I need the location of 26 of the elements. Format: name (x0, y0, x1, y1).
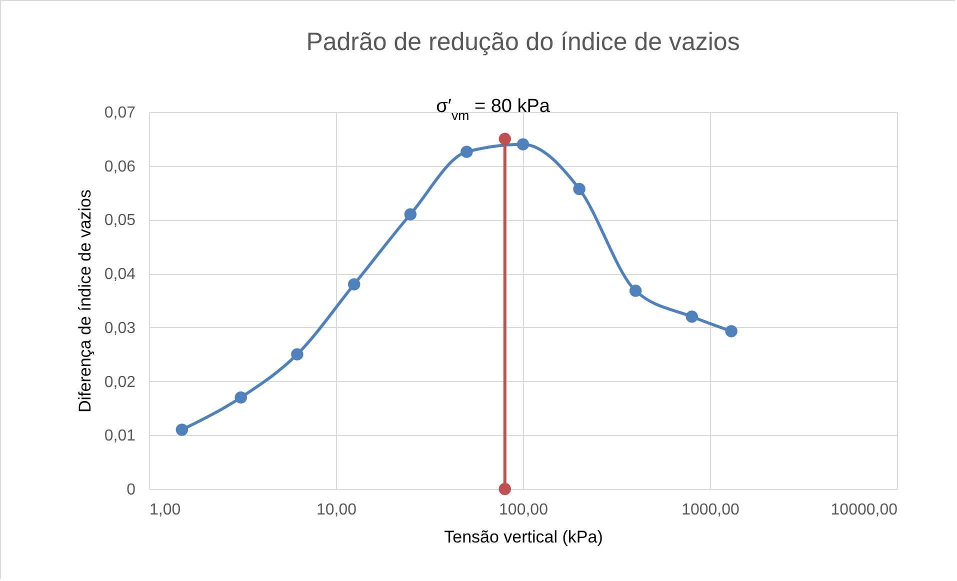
x-tick-label: 1,00 (150, 502, 181, 518)
x-tick-label: 10,00 (316, 502, 357, 518)
point (629, 284, 642, 297)
y-tick-label: 0,02 (104, 374, 136, 391)
point (460, 146, 473, 158)
y-tick-label: 0,07 (104, 104, 136, 122)
point (404, 208, 417, 220)
x-tick-label: 1000,00 (682, 502, 740, 518)
y-tick-label: 0,05 (104, 212, 136, 230)
annotation: σ′$_{vm}$ = 80 kPa (436, 96, 550, 122)
point (348, 278, 360, 290)
chart-title: Padrão de redução do índice de vazios (306, 28, 740, 56)
y-tick-label: 0,06 (104, 158, 136, 176)
x-axis-title: Tensão vertical (kPa) (444, 528, 603, 546)
y-tick-label: 0,03 (104, 320, 136, 337)
x-tick-label: 100,00 (499, 502, 548, 518)
y-axis-title: Diferença de índice de vazios (75, 189, 94, 413)
point (573, 182, 586, 196)
point (234, 391, 248, 404)
y-tick-label: 0 (126, 482, 136, 498)
x-tick-label: 10000,00 (830, 502, 898, 518)
y-tick-label: 0,04 (104, 266, 136, 284)
point (686, 310, 698, 323)
point (291, 348, 304, 360)
point (516, 138, 530, 150)
y-tick-label: 0,01 (104, 428, 136, 445)
